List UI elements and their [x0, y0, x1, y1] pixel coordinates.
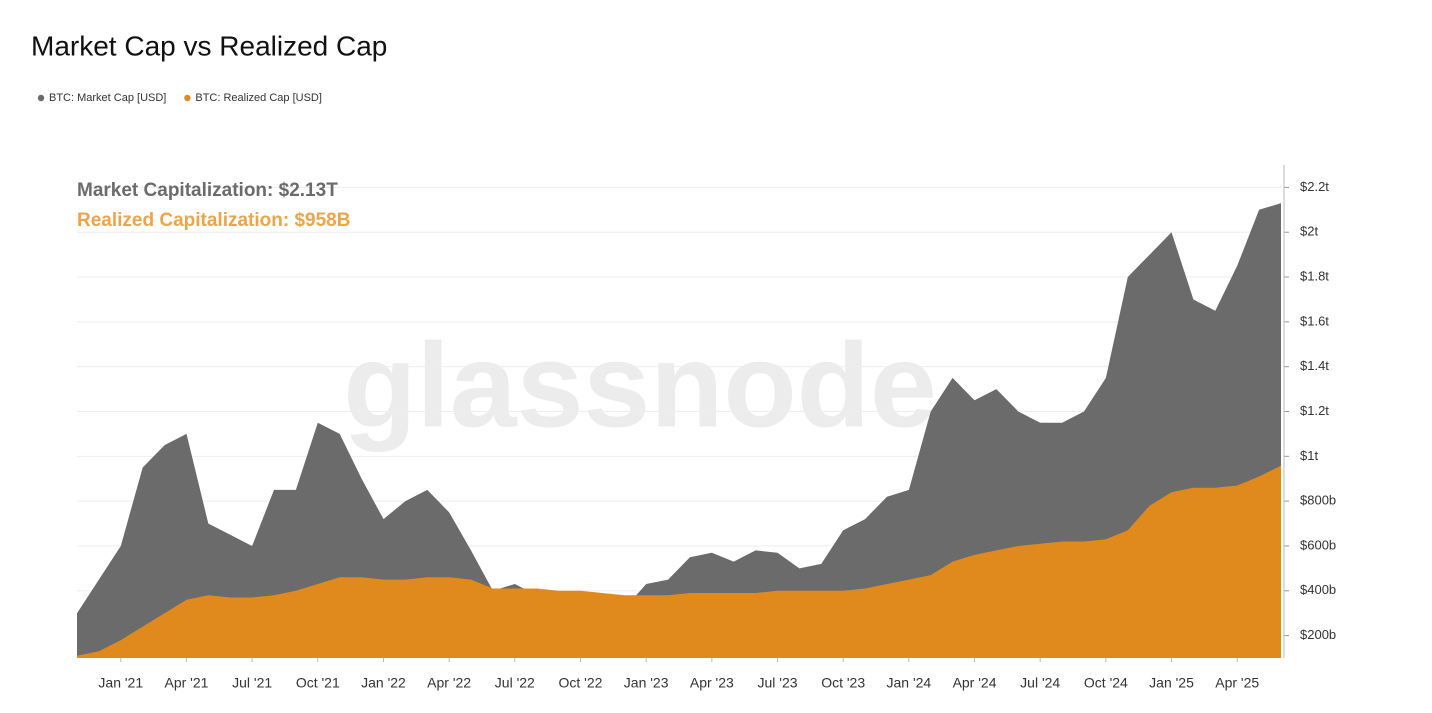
x-tick-label: Apr '25 [1215, 675, 1259, 691]
x-tick-label: Jan '21 [98, 675, 143, 691]
y-tick-label: $1.6t [1300, 313, 1329, 328]
legend-marker [184, 94, 191, 102]
y-tick-label: $1t [1300, 448, 1318, 463]
x-tick-label: Apr '24 [953, 675, 997, 691]
annotation: Market Capitalization: $2.13T [77, 180, 338, 201]
legend-label: BTC: Realized Cap [USD] [195, 92, 322, 104]
x-tick-label: Jul '23 [757, 675, 797, 691]
x-tick-label: Jul '22 [495, 675, 535, 691]
x-tick-label: Oct '21 [296, 675, 340, 691]
y-tick-label: $2t [1300, 224, 1318, 239]
y-tick-label: $1.8t [1300, 268, 1329, 283]
y-tick-label: $400b [1300, 582, 1336, 597]
y-tick-label: $200b [1300, 627, 1336, 642]
annotation: Realized Capitalization: $958B [77, 210, 350, 231]
x-tick-label: Jan '22 [361, 675, 406, 691]
x-tick-label: Apr '21 [164, 675, 208, 691]
x-tick-label: Oct '22 [559, 675, 603, 691]
x-tick-label: Jul '21 [232, 675, 272, 691]
x-tick-label: Oct '23 [821, 675, 865, 691]
legend-label: BTC: Market Cap [USD] [49, 92, 166, 104]
area-series [77, 203, 1281, 658]
area-series [77, 465, 1281, 658]
watermark: glassnode [343, 319, 937, 453]
y-tick-label: $1.4t [1300, 358, 1329, 373]
x-tick-label: Oct '24 [1084, 675, 1128, 691]
x-tick-label: Apr '23 [690, 675, 734, 691]
chart-title: Market Cap vs Realized Cap [31, 30, 387, 61]
y-tick-label: $600b [1300, 537, 1336, 552]
x-tick-label: Jul '24 [1020, 675, 1060, 691]
y-tick-label: $1.2t [1300, 403, 1329, 418]
x-tick-label: Apr '22 [427, 675, 471, 691]
x-tick-label: Jan '25 [1149, 675, 1194, 691]
x-tick-label: Jan '24 [886, 675, 931, 691]
x-tick-label: Jan '23 [624, 675, 669, 691]
y-tick-label: $800b [1300, 493, 1336, 508]
legend-marker [37, 94, 45, 102]
y-tick-label: $2.2t [1300, 179, 1329, 194]
